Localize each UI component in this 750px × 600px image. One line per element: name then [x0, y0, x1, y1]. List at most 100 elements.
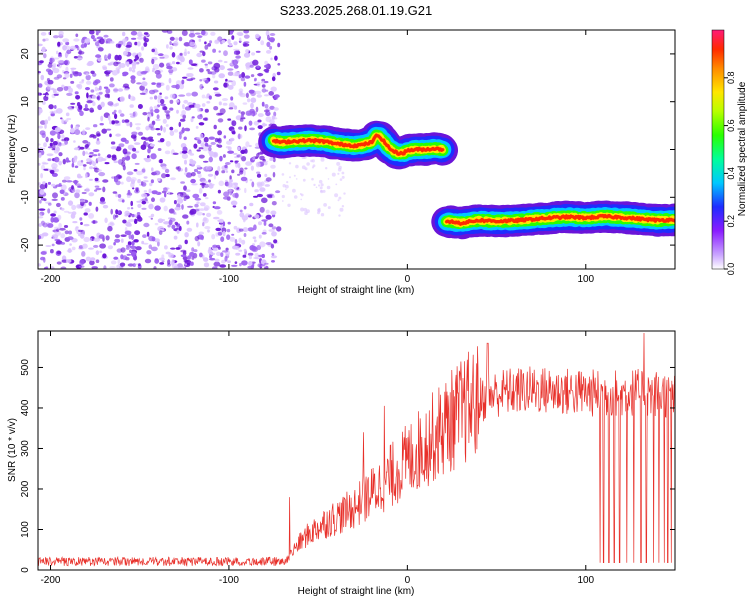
noise-point — [64, 60, 69, 64]
noise-point — [47, 181, 52, 185]
noise-point — [69, 73, 73, 79]
noise-point — [237, 146, 241, 151]
noise-point — [221, 170, 226, 174]
noise-point — [159, 197, 166, 203]
x-tick-label: -200 — [40, 274, 60, 285]
noise-point — [133, 58, 137, 62]
noise-point — [241, 239, 246, 245]
noise-point — [46, 78, 51, 82]
noise-point — [130, 182, 135, 188]
noise-point — [128, 233, 132, 240]
noise-point — [61, 138, 66, 142]
noise-point — [41, 164, 45, 171]
noise-point — [243, 206, 247, 210]
noise-point — [208, 146, 212, 152]
noise-point — [42, 38, 46, 42]
colorbar-gradient — [711, 29, 725, 270]
snr-x-label: Height of straight line (km) — [298, 586, 415, 597]
noise-point — [94, 185, 100, 188]
noise-point — [70, 127, 75, 134]
noise-point — [221, 39, 226, 44]
noise-point — [51, 198, 58, 201]
noise-point — [199, 202, 206, 207]
noise-point — [179, 62, 182, 65]
noise-point — [169, 130, 175, 136]
noise-point — [143, 222, 150, 228]
colorbar-tick-label: 0.2 — [726, 215, 736, 228]
noise-point — [165, 140, 171, 147]
noise-point — [45, 245, 52, 247]
noise-point — [118, 143, 125, 148]
noise-point — [60, 242, 66, 245]
noise-point — [43, 198, 47, 202]
y-tick-label: 10 — [20, 96, 31, 108]
noise-point — [183, 185, 187, 191]
noise-point — [154, 238, 160, 243]
noise-point — [320, 157, 325, 162]
noise-point — [113, 242, 116, 246]
noise-point — [168, 253, 174, 258]
noise-point — [184, 167, 188, 173]
noise-point — [107, 225, 113, 232]
noise-point — [142, 112, 148, 116]
noise-point — [263, 68, 270, 72]
noise-point — [227, 260, 231, 264]
noise-point — [191, 256, 195, 260]
noise-point — [227, 146, 232, 151]
snr-y-label: SNR (10 * v/v) — [7, 418, 18, 482]
noise-point — [141, 70, 149, 73]
noise-point — [85, 151, 88, 155]
noise-point — [102, 204, 109, 209]
noise-point — [204, 44, 209, 50]
noise-point — [148, 203, 154, 210]
noise-point — [149, 96, 153, 100]
noise-point — [84, 144, 90, 148]
noise-point — [78, 185, 83, 188]
noise-point — [264, 109, 270, 113]
noise-point — [154, 51, 159, 56]
noise-point — [234, 238, 238, 245]
noise-point — [203, 217, 207, 222]
noise-point — [57, 133, 61, 140]
noise-point — [172, 211, 176, 215]
noise-point — [107, 70, 113, 73]
signal-tracks — [258, 120, 675, 240]
colorbar-tick-label: 0.4 — [726, 167, 736, 180]
noise-point — [317, 211, 320, 215]
noise-point — [38, 223, 42, 227]
noise-point — [177, 197, 184, 204]
noise-point — [219, 155, 223, 162]
noise-point — [91, 95, 97, 99]
noise-point — [90, 89, 95, 93]
noise-point — [273, 111, 277, 117]
noise-point — [60, 197, 65, 201]
noise-point — [48, 104, 54, 110]
noise-point — [240, 111, 245, 116]
noise-point — [70, 102, 76, 105]
noise-point — [238, 126, 243, 130]
noise-point — [265, 177, 272, 182]
noise-point — [85, 87, 90, 91]
noise-point — [141, 168, 146, 173]
noise-point — [135, 246, 142, 251]
chart-title: S233.2025.268.01.19.G21 — [280, 3, 433, 18]
noise-point — [254, 257, 261, 260]
noise-point — [186, 128, 190, 132]
noise-point — [245, 141, 250, 148]
noise-point — [239, 93, 247, 98]
noise-point — [187, 255, 191, 260]
noise-point — [153, 170, 161, 176]
noise-point — [266, 41, 271, 48]
noise-point — [240, 149, 246, 154]
noise-point — [197, 173, 202, 179]
noise-scatter — [38, 30, 346, 269]
noise-point — [47, 158, 52, 162]
noise-point — [61, 118, 65, 124]
noise-point — [131, 131, 138, 136]
noise-point — [50, 249, 54, 254]
noise-point — [157, 229, 165, 232]
noise-point — [245, 110, 252, 116]
noise-point — [221, 259, 226, 264]
noise-point — [120, 254, 124, 260]
noise-point — [115, 61, 121, 65]
